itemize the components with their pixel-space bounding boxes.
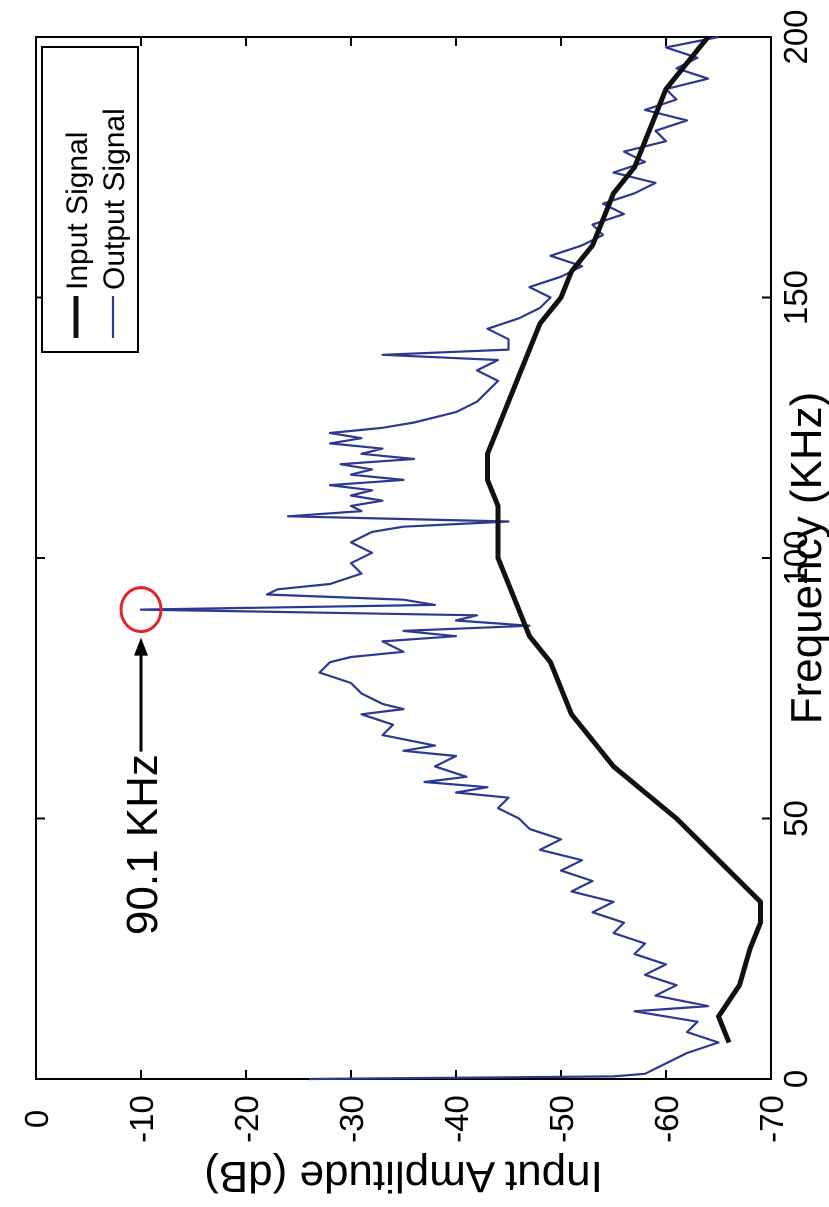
y-tick-label: -40 bbox=[438, 1095, 475, 1143]
y-tick-label: 0 bbox=[18, 1110, 55, 1128]
x-tick-label: 50 bbox=[777, 800, 814, 837]
legend-output-signal-label: Output Signal bbox=[98, 108, 131, 290]
y-axis-title: Input Amplitude (dB) bbox=[204, 1152, 603, 1201]
legend: Input Signal Output Signal bbox=[41, 46, 139, 353]
annotation-layer: 90.1 KHz bbox=[118, 586, 167, 935]
x-tick-label: 100 bbox=[777, 530, 814, 585]
annotation-arrowhead bbox=[134, 637, 148, 656]
peak-circle bbox=[119, 586, 163, 634]
series-layer bbox=[139, 35, 763, 1081]
x-tick-label: 150 bbox=[777, 270, 814, 325]
y-tick-label: -70 bbox=[753, 1095, 790, 1143]
y-tick-label: -30 bbox=[333, 1095, 370, 1143]
legend-box bbox=[41, 46, 139, 353]
y-tick-label: -20 bbox=[228, 1095, 265, 1143]
y-axis-ticks: 0 -10 -20 -30 -40 -50 -60 -70 bbox=[18, 37, 790, 1143]
peak-annotation-label: 90.1 KHz bbox=[118, 754, 167, 935]
x-axis-ticks: 0 50 100 150 200 bbox=[36, 9, 814, 1088]
input-signal-line bbox=[485, 35, 763, 1044]
x-axis-title: Frequency (KHz) bbox=[782, 392, 829, 725]
y-tick-label: -50 bbox=[543, 1095, 580, 1143]
x-tick-label: 200 bbox=[777, 9, 814, 64]
output-signal-line bbox=[139, 35, 720, 1081]
y-tick-label: -60 bbox=[648, 1095, 685, 1143]
axis-titles: Frequency (KHz) Input Amplitude (dB) bbox=[204, 392, 829, 1201]
y-tick-label: -10 bbox=[123, 1095, 160, 1143]
x-tick-label: 0 bbox=[777, 1070, 814, 1088]
legend-input-signal-label: Input Signal bbox=[61, 132, 94, 290]
